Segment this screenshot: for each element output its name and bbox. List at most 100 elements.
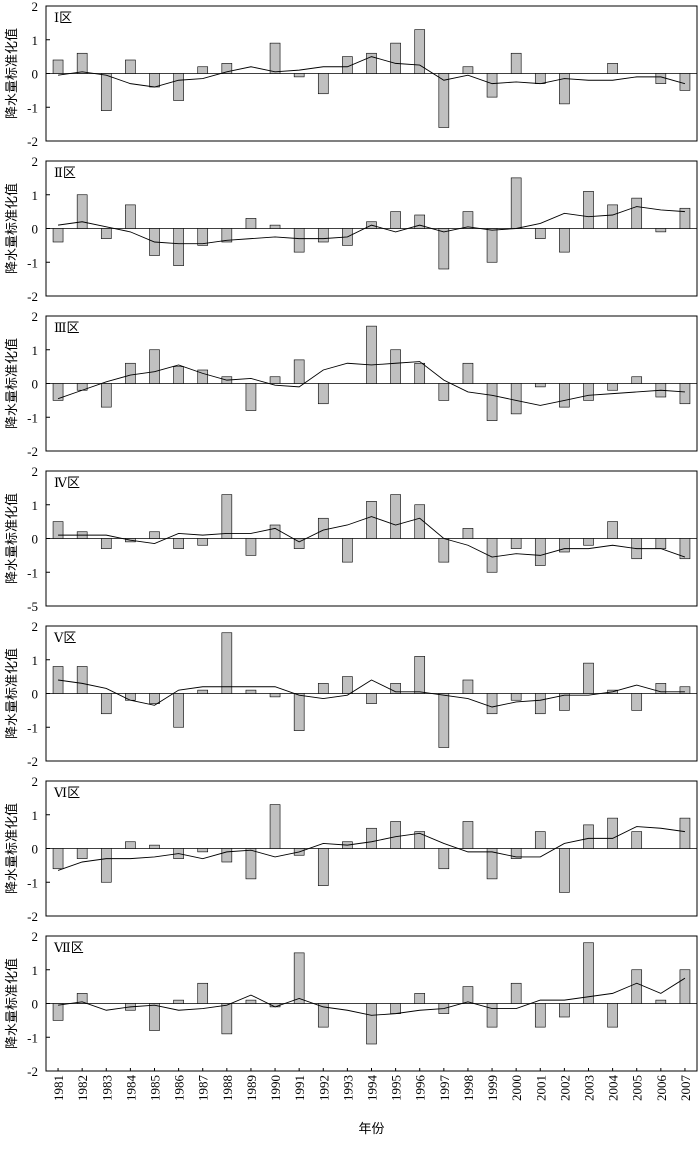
y-tick-label: -1 [27,100,38,115]
bar [414,29,426,74]
x-tick-label: 1988 [220,1075,235,1101]
bar [607,1003,618,1028]
bar [173,693,184,728]
bar [293,952,305,1004]
y-tick-label: -1 [27,1030,38,1045]
bar [52,521,64,539]
bar [100,538,112,549]
bar [293,693,305,731]
bar [534,693,546,715]
bar [607,521,618,539]
y-axis-label: 降水量标准化值 [4,338,19,429]
bar [438,848,450,870]
bar [52,228,64,243]
bar [366,1003,377,1045]
bar [462,211,474,229]
bar [631,969,643,1004]
bar [607,204,618,229]
y-tick-label: 2 [32,154,39,169]
y-tick-label: -2 [27,289,38,304]
bar [52,848,64,870]
bar [76,194,88,229]
bar [100,228,112,239]
bar [583,824,594,849]
x-tick-label: 1987 [196,1075,211,1102]
bar [679,969,691,1004]
bar [197,982,209,1004]
y-tick-label: 2 [32,0,39,14]
y-axis-label: 降水量标准化值 [4,493,19,584]
bar [366,52,377,74]
bar [559,693,570,711]
x-tick-label: 2005 [630,1075,645,1101]
bar [245,383,257,411]
bar [76,52,88,74]
bar [486,693,498,715]
bar [269,524,281,539]
bar [221,63,233,74]
bar [76,666,88,694]
bar [52,1003,64,1021]
bar [462,821,474,849]
bar [52,59,64,74]
y-axis-label: 降水量标准化值 [4,803,19,894]
y-tick-label: 2 [32,774,39,789]
x-tick-label: 2003 [582,1075,597,1101]
bar [293,73,305,78]
bar [245,999,257,1004]
bar [679,207,691,229]
y-axis-label: 降水量标准化值 [4,648,19,739]
y-tick-label: -2 [27,444,38,459]
bar [390,211,401,229]
bar [366,693,377,704]
bar [317,1003,329,1028]
y-tick-label: 2 [32,309,39,324]
bar [390,42,401,74]
bar [52,383,64,401]
bar [559,1003,570,1018]
y-tick-label: 0 [32,222,39,237]
bar [149,349,160,384]
bar [510,52,522,74]
y-tick-label: 1 [32,653,39,668]
y-tick-label: 1 [32,808,39,823]
y-tick-label: 1 [32,963,39,978]
bar [125,59,136,74]
bar [366,827,377,849]
bar [534,73,546,84]
bar [655,73,667,84]
bar [221,848,233,863]
trend-line [57,679,685,708]
trend-line [58,516,686,558]
bar [173,366,184,384]
bar [486,383,498,421]
bar [462,528,474,539]
bar [583,662,594,694]
bar [534,831,546,849]
bar [366,325,377,384]
y-tick-label: -1 [27,410,38,425]
bar [510,693,522,701]
bar [76,848,88,859]
bar [269,693,281,698]
bar [269,804,281,849]
x-tick-label: 1999 [485,1075,500,1101]
y-tick-label: 0 [32,532,39,547]
bar [438,538,450,563]
x-tick-label: 2000 [509,1075,524,1101]
bar [125,362,136,384]
bar [366,501,377,539]
bar [462,362,474,384]
bar [486,538,498,573]
bar [438,383,450,401]
bar [438,228,450,270]
bar [462,66,474,74]
bar [317,73,329,95]
panel-label: Ⅵ区 [53,785,80,800]
y-tick-label: -1 [27,255,38,270]
x-tick-label: 1983 [99,1075,114,1101]
x-tick-label: 1995 [389,1075,404,1101]
y-tick-label: -2 [27,134,38,149]
bar [534,383,546,388]
y-tick-label: -2 [27,1064,38,1079]
